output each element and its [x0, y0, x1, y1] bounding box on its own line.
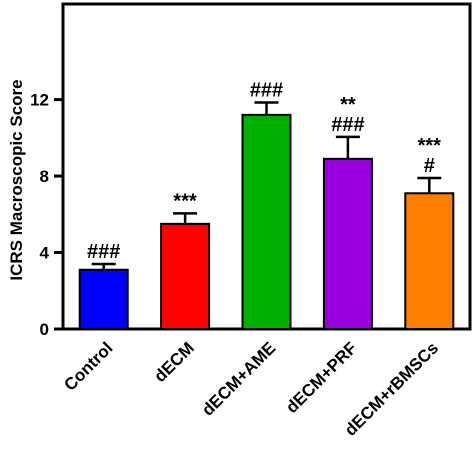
significance-mark: # [424, 155, 435, 177]
significance-mark: ### [250, 79, 283, 101]
bars [78, 113, 455, 330]
y-axis-label: ICRS Macroscopic Score [7, 79, 26, 280]
significance-mark: *** [418, 135, 442, 157]
significance-mark: ### [87, 241, 120, 263]
error-bars [91, 101, 442, 270]
significance-mark: ### [331, 114, 364, 136]
x-category-label: Control [60, 338, 116, 394]
significance-annotations: ###***######**#*** [87, 79, 441, 263]
y-tick-label: 4 [40, 244, 50, 263]
significance-mark: *** [173, 190, 197, 212]
axes: 0 4 8 12 [30, 2, 472, 339]
bar-decm-ame [241, 113, 292, 330]
y-tick-label: 0 [40, 320, 49, 339]
y-tick-label: 12 [30, 91, 49, 110]
bar-decm [160, 222, 211, 330]
y-tick-label: 8 [40, 167, 49, 186]
x-category-label: dECM+AME [198, 338, 279, 419]
significance-mark: ** [340, 94, 356, 116]
x-category-label: dECM [150, 338, 197, 385]
bar-decm-rbmscs [404, 192, 455, 330]
axis-frame [61, 2, 472, 331]
x-category-label: dECM+PRF [282, 338, 361, 417]
bar-control [78, 268, 129, 330]
bar-decm-prf [322, 157, 373, 330]
